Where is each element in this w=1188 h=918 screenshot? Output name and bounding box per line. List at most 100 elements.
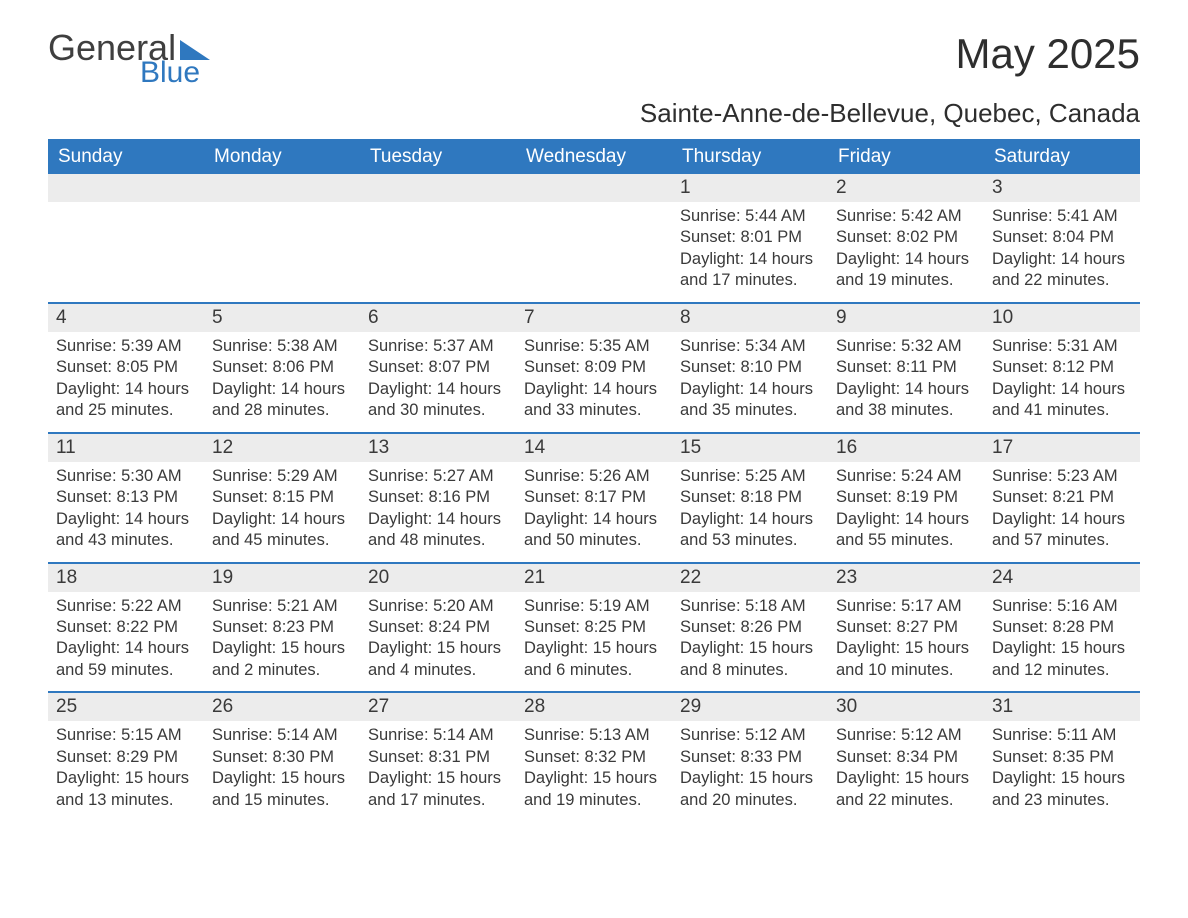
daylight-line: Daylight: 15 hours and 15 minutes. <box>212 768 352 811</box>
day-number: 4 <box>48 302 204 332</box>
sunrise-line: Sunrise: 5:29 AM <box>212 466 352 487</box>
day-number: 8 <box>672 302 828 332</box>
sunset-line: Sunset: 8:02 PM <box>836 227 976 248</box>
day-number: 20 <box>360 562 516 592</box>
empty-daybar <box>516 174 672 202</box>
daylight-line: Daylight: 15 hours and 6 minutes. <box>524 638 664 681</box>
day-number: 27 <box>360 691 516 721</box>
sunset-line: Sunset: 8:28 PM <box>992 617 1132 638</box>
day-body: Sunrise: 5:25 AMSunset: 8:18 PMDaylight:… <box>672 462 828 562</box>
weekday-header: Sunday <box>48 139 204 174</box>
sunset-line: Sunset: 8:27 PM <box>836 617 976 638</box>
sunset-line: Sunset: 8:24 PM <box>368 617 508 638</box>
day-body: Sunrise: 5:39 AMSunset: 8:05 PMDaylight:… <box>48 332 204 432</box>
day-cell: 13Sunrise: 5:27 AMSunset: 8:16 PMDayligh… <box>360 432 516 562</box>
daylight-line: Daylight: 15 hours and 23 minutes. <box>992 768 1132 811</box>
daylight-line: Daylight: 14 hours and 17 minutes. <box>680 249 820 292</box>
daylight-line: Daylight: 14 hours and 48 minutes. <box>368 509 508 552</box>
weekday-header: Monday <box>204 139 360 174</box>
sunrise-line: Sunrise: 5:41 AM <box>992 206 1132 227</box>
daylight-line: Daylight: 14 hours and 22 minutes. <box>992 249 1132 292</box>
sunset-line: Sunset: 8:33 PM <box>680 747 820 768</box>
weekday-header: Tuesday <box>360 139 516 174</box>
day-body: Sunrise: 5:22 AMSunset: 8:22 PMDaylight:… <box>48 592 204 692</box>
day-body: Sunrise: 5:29 AMSunset: 8:15 PMDaylight:… <box>204 462 360 562</box>
day-cell: 10Sunrise: 5:31 AMSunset: 8:12 PMDayligh… <box>984 302 1140 432</box>
day-cell: 3Sunrise: 5:41 AMSunset: 8:04 PMDaylight… <box>984 174 1140 302</box>
location-subtitle: Sainte-Anne-de-Bellevue, Quebec, Canada <box>48 98 1140 129</box>
day-number: 28 <box>516 691 672 721</box>
day-body: Sunrise: 5:26 AMSunset: 8:17 PMDaylight:… <box>516 462 672 562</box>
sunrise-line: Sunrise: 5:14 AM <box>212 725 352 746</box>
day-number: 30 <box>828 691 984 721</box>
day-number: 25 <box>48 691 204 721</box>
weekday-header: Thursday <box>672 139 828 174</box>
day-number: 22 <box>672 562 828 592</box>
empty-cell <box>516 174 672 302</box>
sunrise-line: Sunrise: 5:27 AM <box>368 466 508 487</box>
day-body: Sunrise: 5:34 AMSunset: 8:10 PMDaylight:… <box>672 332 828 432</box>
day-body: Sunrise: 5:20 AMSunset: 8:24 PMDaylight:… <box>360 592 516 692</box>
day-number: 15 <box>672 432 828 462</box>
day-number: 24 <box>984 562 1140 592</box>
day-number: 14 <box>516 432 672 462</box>
sunset-line: Sunset: 8:09 PM <box>524 357 664 378</box>
sunrise-line: Sunrise: 5:12 AM <box>836 725 976 746</box>
empty-daybar <box>360 174 516 202</box>
sunset-line: Sunset: 8:32 PM <box>524 747 664 768</box>
day-body: Sunrise: 5:19 AMSunset: 8:25 PMDaylight:… <box>516 592 672 692</box>
daylight-line: Daylight: 14 hours and 59 minutes. <box>56 638 196 681</box>
sunrise-line: Sunrise: 5:17 AM <box>836 596 976 617</box>
sunset-line: Sunset: 8:21 PM <box>992 487 1132 508</box>
day-number: 12 <box>204 432 360 462</box>
day-cell: 25Sunrise: 5:15 AMSunset: 8:29 PMDayligh… <box>48 691 204 821</box>
day-cell: 29Sunrise: 5:12 AMSunset: 8:33 PMDayligh… <box>672 691 828 821</box>
empty-cell <box>360 174 516 302</box>
day-cell: 7Sunrise: 5:35 AMSunset: 8:09 PMDaylight… <box>516 302 672 432</box>
sunrise-line: Sunrise: 5:32 AM <box>836 336 976 357</box>
sunset-line: Sunset: 8:01 PM <box>680 227 820 248</box>
daylight-line: Daylight: 14 hours and 43 minutes. <box>56 509 196 552</box>
sunset-line: Sunset: 8:11 PM <box>836 357 976 378</box>
day-number: 21 <box>516 562 672 592</box>
day-number: 26 <box>204 691 360 721</box>
day-body: Sunrise: 5:14 AMSunset: 8:31 PMDaylight:… <box>360 721 516 821</box>
day-cell: 23Sunrise: 5:17 AMSunset: 8:27 PMDayligh… <box>828 562 984 692</box>
weekday-header: Wednesday <box>516 139 672 174</box>
day-body: Sunrise: 5:24 AMSunset: 8:19 PMDaylight:… <box>828 462 984 562</box>
day-body: Sunrise: 5:31 AMSunset: 8:12 PMDaylight:… <box>984 332 1140 432</box>
day-cell: 20Sunrise: 5:20 AMSunset: 8:24 PMDayligh… <box>360 562 516 692</box>
day-number: 29 <box>672 691 828 721</box>
day-cell: 27Sunrise: 5:14 AMSunset: 8:31 PMDayligh… <box>360 691 516 821</box>
daylight-line: Daylight: 15 hours and 17 minutes. <box>368 768 508 811</box>
day-cell: 16Sunrise: 5:24 AMSunset: 8:19 PMDayligh… <box>828 432 984 562</box>
day-body: Sunrise: 5:23 AMSunset: 8:21 PMDaylight:… <box>984 462 1140 562</box>
day-cell: 24Sunrise: 5:16 AMSunset: 8:28 PMDayligh… <box>984 562 1140 692</box>
day-number: 5 <box>204 302 360 332</box>
daylight-line: Daylight: 15 hours and 13 minutes. <box>56 768 196 811</box>
daylight-line: Daylight: 15 hours and 10 minutes. <box>836 638 976 681</box>
day-cell: 15Sunrise: 5:25 AMSunset: 8:18 PMDayligh… <box>672 432 828 562</box>
day-cell: 2Sunrise: 5:42 AMSunset: 8:02 PMDaylight… <box>828 174 984 302</box>
daylight-line: Daylight: 15 hours and 19 minutes. <box>524 768 664 811</box>
day-body: Sunrise: 5:15 AMSunset: 8:29 PMDaylight:… <box>48 721 204 821</box>
empty-daybar <box>48 174 204 202</box>
day-cell: 11Sunrise: 5:30 AMSunset: 8:13 PMDayligh… <box>48 432 204 562</box>
sunrise-line: Sunrise: 5:14 AM <box>368 725 508 746</box>
day-number: 17 <box>984 432 1140 462</box>
sunset-line: Sunset: 8:31 PM <box>368 747 508 768</box>
day-body: Sunrise: 5:38 AMSunset: 8:06 PMDaylight:… <box>204 332 360 432</box>
sunset-line: Sunset: 8:34 PM <box>836 747 976 768</box>
daylight-line: Daylight: 15 hours and 2 minutes. <box>212 638 352 681</box>
day-number: 9 <box>828 302 984 332</box>
day-cell: 6Sunrise: 5:37 AMSunset: 8:07 PMDaylight… <box>360 302 516 432</box>
daylight-line: Daylight: 15 hours and 12 minutes. <box>992 638 1132 681</box>
day-body: Sunrise: 5:17 AMSunset: 8:27 PMDaylight:… <box>828 592 984 692</box>
day-body: Sunrise: 5:42 AMSunset: 8:02 PMDaylight:… <box>828 202 984 302</box>
day-body: Sunrise: 5:11 AMSunset: 8:35 PMDaylight:… <box>984 721 1140 821</box>
day-cell: 4Sunrise: 5:39 AMSunset: 8:05 PMDaylight… <box>48 302 204 432</box>
daylight-line: Daylight: 14 hours and 41 minutes. <box>992 379 1132 422</box>
month-title: May 2025 <box>956 30 1140 78</box>
sunrise-line: Sunrise: 5:30 AM <box>56 466 196 487</box>
sunset-line: Sunset: 8:30 PM <box>212 747 352 768</box>
